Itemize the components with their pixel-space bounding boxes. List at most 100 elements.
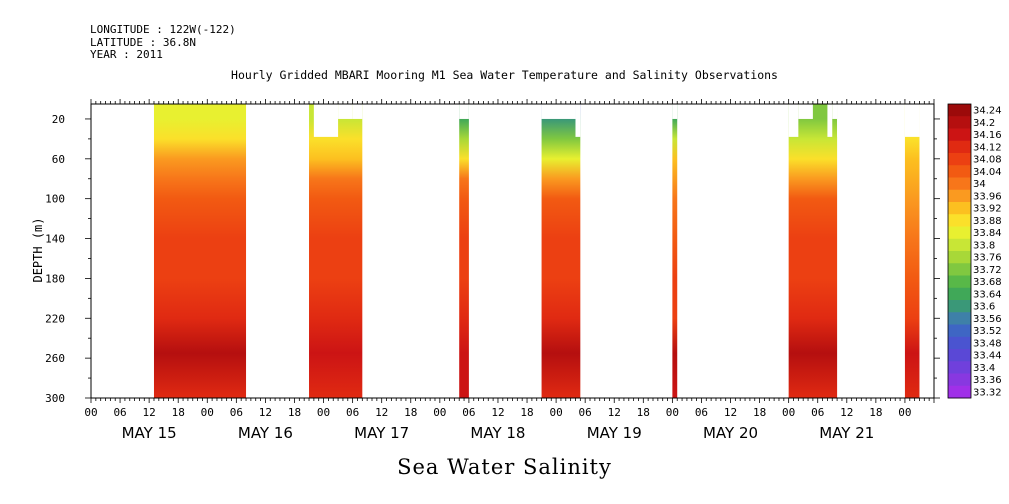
- year-label: YEAR : 2011: [90, 48, 163, 61]
- x-tick-label: 06: [695, 406, 708, 419]
- colorbar-label: 34.12: [973, 142, 1002, 153]
- x-tick-label: 12: [259, 406, 272, 419]
- latitude-label: LATITUDE : 36.8N: [90, 35, 196, 49]
- x-tick-label: 18: [520, 406, 533, 419]
- y-tick-label: 260: [45, 352, 65, 365]
- colorbar-swatch: [948, 385, 971, 399]
- colorbar-label: 33.48: [973, 338, 1002, 349]
- x-tick-label: 06: [113, 406, 126, 419]
- colorbar-swatch: [948, 312, 971, 325]
- data-gap: [575, 104, 581, 137]
- y-tick-label: 180: [45, 272, 65, 285]
- colorbar-swatch: [948, 373, 971, 387]
- x-tick-label: 00: [201, 406, 214, 419]
- y-tick-label: 300: [45, 392, 65, 405]
- date-label: MAY 19: [587, 424, 642, 442]
- colorbar-label: 33.64: [973, 289, 1002, 300]
- colorbar-swatch: [948, 336, 971, 350]
- colorbar-swatch: [948, 153, 971, 166]
- colorbar-label: 33.76: [973, 253, 1002, 264]
- colorbar-label: 33.72: [973, 265, 1002, 276]
- data-gap: [904, 104, 920, 137]
- colorbar-swatch: [948, 140, 971, 154]
- x-tick-label: 00: [782, 406, 795, 419]
- data-gap: [837, 104, 842, 137]
- y-tick-label: 140: [45, 233, 65, 246]
- colorbar-swatch: [948, 238, 971, 252]
- colorbar-label: 33.36: [973, 375, 1002, 386]
- colorbar-label: 34.04: [973, 167, 1002, 178]
- x-tick-label: 00: [433, 406, 446, 419]
- y-tick-label: 60: [52, 153, 65, 166]
- colorbar-swatch: [948, 300, 971, 313]
- colorbar-swatch: [948, 226, 971, 240]
- data-gap: [313, 104, 339, 137]
- colorbar-swatch: [948, 324, 971, 338]
- x-tick-label: 00: [549, 406, 562, 419]
- data-gap: [541, 104, 576, 119]
- x-tick-label: 12: [608, 406, 621, 419]
- colorbar-label: 34.16: [973, 130, 1002, 141]
- colorbar-label: 34.2: [973, 118, 995, 129]
- x-tick-label: 06: [811, 406, 824, 419]
- colorbar-swatch: [948, 104, 971, 117]
- colorbar-label: 34: [973, 179, 986, 190]
- chart-title: Hourly Gridded MBARI Mooring M1 Sea Wate…: [231, 68, 778, 82]
- colorbar-label: 33.84: [973, 228, 1002, 239]
- data-segment: [309, 104, 363, 398]
- date-label: MAY 16: [238, 424, 293, 442]
- data-gap: [827, 104, 833, 137]
- x-tick-label: 06: [346, 406, 359, 419]
- date-label: MAY 15: [122, 424, 177, 442]
- x-tick-label: 18: [637, 406, 650, 419]
- colorbar-swatch: [948, 349, 971, 362]
- date-label: MAY 18: [470, 424, 525, 442]
- colorbar-label: 33.96: [973, 191, 1002, 202]
- colorbar-swatch: [948, 202, 971, 215]
- date-label: MAY 17: [354, 424, 409, 442]
- x-tick-label: 12: [724, 406, 737, 419]
- data-segment: [153, 104, 247, 398]
- colorbar-swatch: [948, 275, 971, 289]
- colorbar-label: 33.56: [973, 314, 1002, 325]
- x-tick-label: 12: [491, 406, 504, 419]
- x-tick-label: 18: [869, 406, 882, 419]
- colorbar-swatch: [948, 116, 971, 129]
- data-gap: [798, 104, 813, 119]
- data-segment: [672, 104, 678, 398]
- colorbar-label: 34.24: [973, 106, 1002, 117]
- x-tick-label: 06: [579, 406, 592, 419]
- data-segment: [788, 104, 838, 398]
- x-tick-label: 12: [375, 406, 388, 419]
- data-gap: [832, 104, 838, 119]
- date-label: MAY 21: [819, 424, 874, 442]
- colorbar-swatch: [948, 214, 971, 227]
- colorbar-swatch: [948, 177, 971, 191]
- colorbar-label: 33.88: [973, 216, 1002, 227]
- x-tick-label: 18: [288, 406, 301, 419]
- data-segment: [904, 104, 920, 398]
- data-segment: [459, 104, 469, 398]
- colorbar-label: 33.52: [973, 326, 1002, 337]
- data-gap: [672, 104, 678, 119]
- data-segment: [541, 104, 581, 398]
- y-tick-label: 100: [45, 193, 65, 206]
- data-gap: [788, 104, 799, 137]
- colorbar-label: 33.44: [973, 351, 1002, 362]
- y-tick-label: 220: [45, 312, 65, 325]
- colorbar-label: 33.32: [973, 387, 1002, 398]
- colorbar-label: 34.08: [973, 155, 1002, 166]
- x-tick-label: 06: [462, 406, 475, 419]
- colorbar-label: 33.8: [973, 240, 995, 251]
- x-tick-label: 00: [898, 406, 911, 419]
- x-tick-label: 12: [143, 406, 156, 419]
- x-tick-label: 00: [666, 406, 679, 419]
- axes: 00 06 12 18 00 06 12 18 00 06 12 18 00 06 12 18 00 06 12 18…: [45, 99, 940, 442]
- colorbar-swatch: [948, 189, 971, 203]
- colorbar-frame: [947, 103, 972, 399]
- x-tick-label: 18: [404, 406, 417, 419]
- colorbar-swatch: [948, 165, 971, 178]
- colorbar-swatch: [948, 263, 971, 276]
